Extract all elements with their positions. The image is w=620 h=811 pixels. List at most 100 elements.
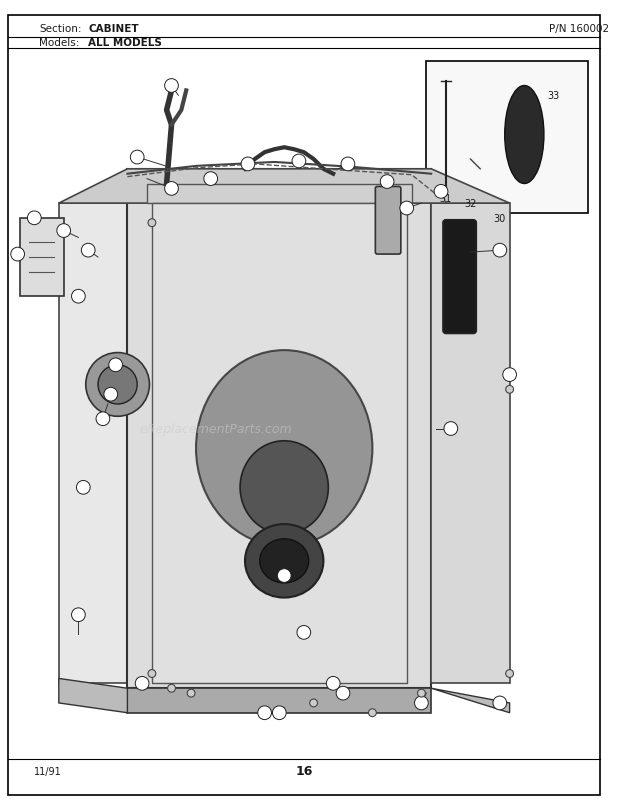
- FancyBboxPatch shape: [375, 187, 401, 255]
- Ellipse shape: [245, 525, 324, 598]
- Circle shape: [148, 670, 156, 678]
- Circle shape: [415, 696, 428, 710]
- Circle shape: [336, 686, 350, 700]
- Text: 1: 1: [16, 251, 20, 260]
- Circle shape: [71, 608, 86, 622]
- Bar: [147, 184, 412, 204]
- Text: 23: 23: [137, 679, 147, 688]
- Circle shape: [297, 626, 311, 639]
- Bar: [427, 62, 588, 213]
- Polygon shape: [59, 679, 127, 713]
- Text: 28: 28: [111, 361, 120, 370]
- Circle shape: [135, 676, 149, 690]
- Circle shape: [148, 220, 156, 227]
- Circle shape: [400, 202, 414, 216]
- Text: 32: 32: [464, 199, 477, 209]
- Circle shape: [167, 684, 175, 693]
- Polygon shape: [59, 169, 510, 204]
- Text: 14: 14: [495, 247, 505, 255]
- Circle shape: [503, 368, 516, 382]
- Circle shape: [310, 699, 317, 707]
- Text: 7: 7: [208, 175, 213, 184]
- Circle shape: [204, 173, 218, 187]
- Circle shape: [165, 182, 179, 196]
- Circle shape: [417, 689, 425, 697]
- Circle shape: [341, 158, 355, 172]
- Text: 8: 8: [246, 161, 250, 169]
- Circle shape: [493, 696, 507, 710]
- Circle shape: [241, 158, 255, 172]
- Bar: [127, 689, 432, 713]
- Circle shape: [81, 244, 95, 258]
- Circle shape: [444, 423, 458, 436]
- Circle shape: [368, 709, 376, 717]
- Text: Models:: Models:: [39, 38, 79, 49]
- Text: 16: 16: [295, 764, 312, 777]
- Text: 11: 11: [402, 204, 412, 213]
- Circle shape: [272, 706, 286, 719]
- Text: 15: 15: [505, 371, 515, 380]
- Text: 5: 5: [169, 82, 174, 91]
- Bar: [152, 204, 407, 684]
- Circle shape: [76, 481, 90, 495]
- Text: 4: 4: [135, 153, 140, 162]
- Circle shape: [277, 569, 291, 582]
- Ellipse shape: [98, 366, 137, 405]
- Bar: [127, 169, 432, 689]
- Circle shape: [292, 155, 306, 169]
- Bar: [432, 204, 510, 684]
- Circle shape: [165, 79, 179, 93]
- Text: 30: 30: [494, 213, 506, 224]
- Circle shape: [11, 248, 25, 262]
- Text: 3: 3: [86, 247, 91, 255]
- Text: 20: 20: [299, 628, 309, 637]
- Circle shape: [258, 706, 272, 719]
- Text: ALL MODELS: ALL MODELS: [88, 38, 162, 49]
- Text: 29: 29: [74, 292, 83, 302]
- Text: 25: 25: [79, 483, 88, 492]
- Polygon shape: [432, 689, 510, 713]
- Text: 27: 27: [106, 390, 115, 399]
- Circle shape: [493, 244, 507, 258]
- Ellipse shape: [240, 441, 329, 534]
- Text: 19: 19: [275, 708, 284, 718]
- Text: 6: 6: [169, 185, 174, 194]
- Ellipse shape: [260, 539, 309, 583]
- Circle shape: [27, 212, 41, 225]
- Text: Section:: Section:: [39, 24, 82, 33]
- Circle shape: [108, 358, 123, 372]
- Circle shape: [104, 388, 118, 401]
- Text: 17: 17: [338, 689, 348, 697]
- Circle shape: [380, 175, 394, 189]
- Text: 24: 24: [74, 611, 83, 620]
- Text: P/N 160002: P/N 160002: [549, 24, 609, 33]
- Text: CABINET: CABINET: [88, 24, 139, 33]
- Text: 19: 19: [329, 679, 338, 688]
- Ellipse shape: [196, 350, 373, 547]
- Text: eReplacementParts.com: eReplacementParts.com: [140, 423, 292, 436]
- Text: 26: 26: [98, 414, 108, 423]
- Text: 13: 13: [436, 187, 446, 196]
- Circle shape: [506, 670, 513, 678]
- Circle shape: [506, 386, 513, 394]
- Ellipse shape: [505, 87, 544, 184]
- Text: 12: 12: [383, 178, 392, 187]
- Circle shape: [96, 412, 110, 426]
- Text: 9: 9: [296, 157, 301, 166]
- Circle shape: [71, 290, 86, 303]
- Text: 11/91: 11/91: [34, 766, 62, 775]
- Text: 22: 22: [260, 708, 269, 718]
- Text: 31: 31: [440, 194, 452, 204]
- Ellipse shape: [86, 353, 149, 417]
- Text: 2: 2: [32, 214, 37, 223]
- Text: 21: 21: [280, 571, 289, 581]
- Text: 3: 3: [61, 227, 66, 236]
- Text: 10: 10: [343, 161, 353, 169]
- Bar: [20, 218, 64, 297]
- Text: 16: 16: [446, 424, 456, 434]
- Circle shape: [326, 676, 340, 690]
- Circle shape: [130, 151, 144, 165]
- Bar: [59, 204, 127, 684]
- Text: 18: 18: [417, 698, 426, 707]
- Text: 17: 17: [495, 698, 505, 707]
